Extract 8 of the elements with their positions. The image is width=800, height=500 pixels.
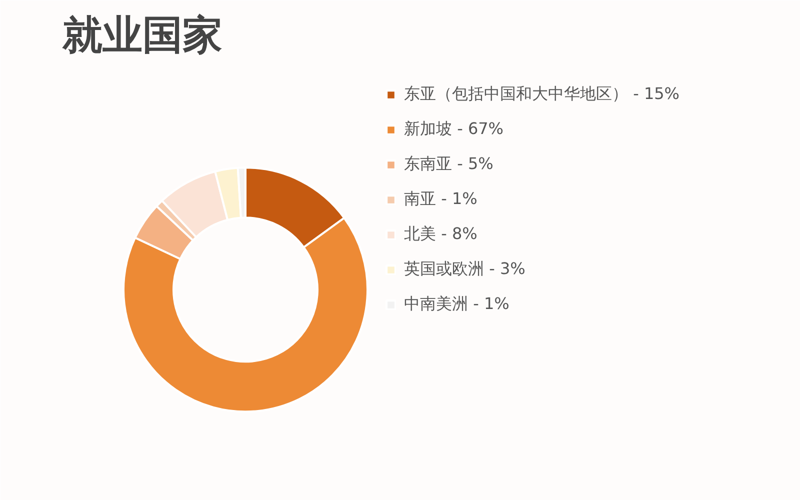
legend-label: 南亚 - 1%: [404, 189, 478, 210]
legend-label: 中南美洲 - 1%: [404, 294, 510, 315]
legend-label: 北美 - 8%: [404, 224, 478, 245]
chart-title: 就业国家: [62, 12, 222, 58]
legend-label: 新加坡 - 67%: [404, 119, 504, 140]
legend-label: 东亚（包括中国和大中华地区） - 15%: [404, 84, 680, 105]
legend-label: 英国或欧洲 - 3%: [404, 259, 526, 280]
legend-label: 东南亚 - 5%: [404, 154, 494, 175]
